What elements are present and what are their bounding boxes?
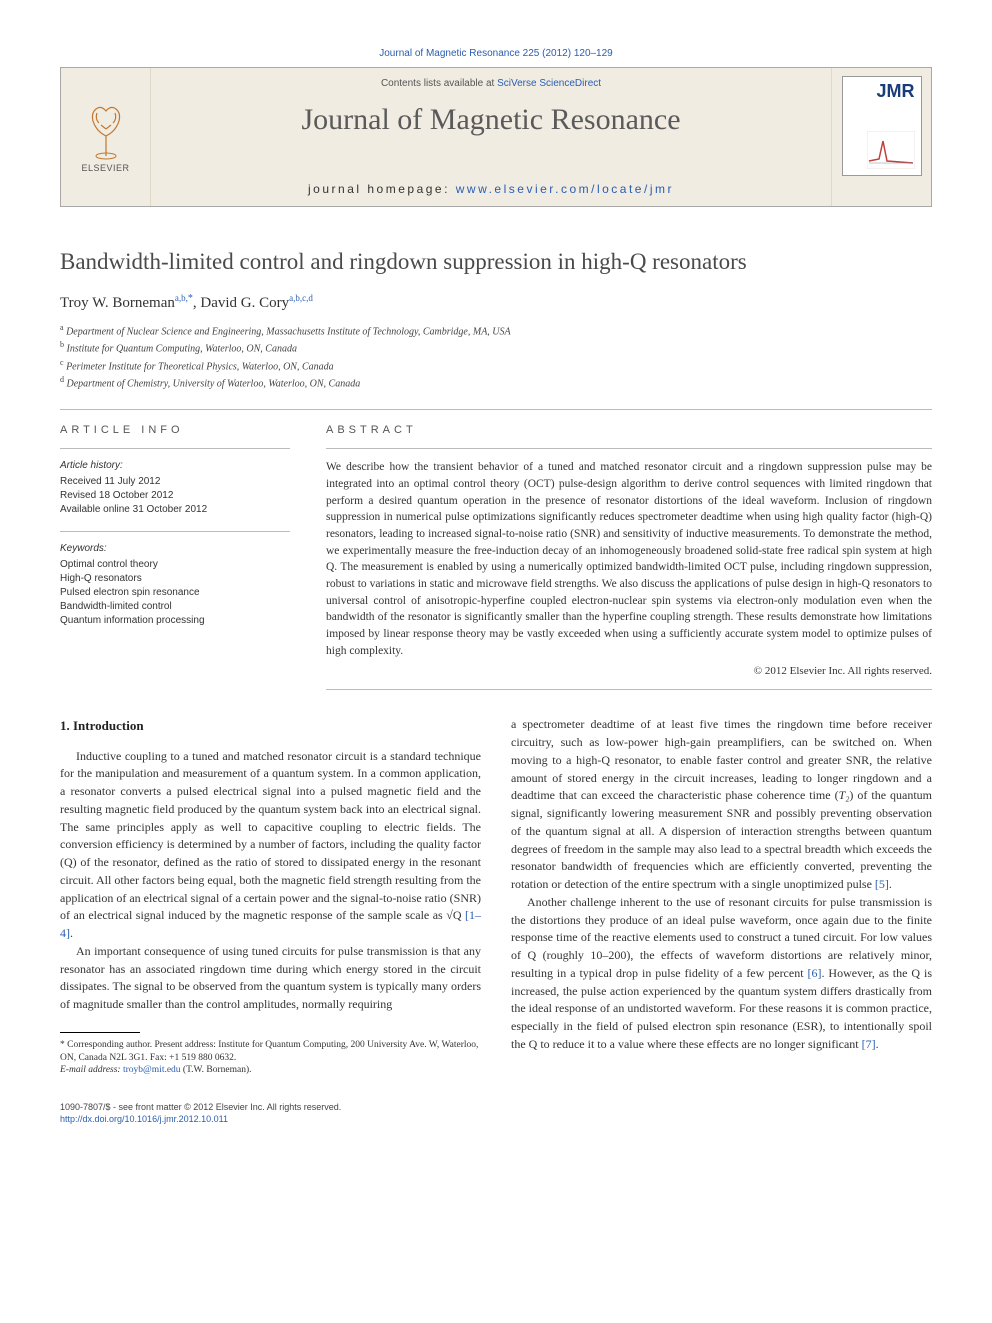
citation-line: Journal of Magnetic Resonance 225 (2012)… (60, 48, 932, 59)
cover-jmr-logo: JMR (876, 81, 914, 102)
article-title: Bandwidth-limited control and ringdown s… (60, 249, 932, 275)
T2-symbol: T₂ (839, 788, 850, 802)
homepage-link[interactable]: www.elsevier.com/locate/jmr (456, 182, 674, 196)
cover-box: JMR (842, 76, 922, 176)
affiliation-b: Institute for Quantum Computing, Waterlo… (67, 344, 297, 355)
author-1-aff: a,b, (175, 293, 188, 303)
cite-5[interactable]: [5] (875, 877, 889, 891)
elsevier-tree-icon (81, 101, 131, 161)
col-left: 1. Introduction Inductive coupling to a … (60, 716, 481, 1077)
keyword-3: Bandwidth-limited control (60, 600, 290, 614)
cover-thumbnail: JMR (831, 68, 931, 206)
affiliations: a Department of Nuclear Science and Engi… (60, 322, 932, 391)
doi-link[interactable]: http://dx.doi.org/10.1016/j.jmr.2012.10.… (60, 1113, 932, 1125)
email-label: E-mail address: (60, 1065, 123, 1075)
corresp-footnote: * Corresponding author. Present address:… (60, 1039, 481, 1065)
para-3: a spectrometer deadtime of at least five… (511, 716, 932, 894)
keyword-1: High-Q resonators (60, 572, 290, 586)
p1b: . (70, 926, 73, 940)
contents-available: Contents lists available at SciVerse Sci… (381, 78, 601, 89)
article-info: ARTICLE INFO Article history: Received 1… (60, 424, 290, 690)
cite-7[interactable]: [7] (862, 1037, 876, 1051)
email-link[interactable]: troyb@mit.edu (123, 1065, 181, 1075)
affiliation-d: Department of Chemistry, University of W… (67, 378, 361, 389)
received-date: Received 11 July 2012 (60, 475, 290, 489)
p3c: . (889, 877, 892, 891)
para-4: Another challenge inherent to the use of… (511, 894, 932, 1054)
journal-name: Journal of Magnetic Resonance (301, 103, 680, 137)
abstract-divider-bottom (326, 689, 932, 690)
revised-date: Revised 18 October 2012 (60, 489, 290, 503)
affiliation-a: Department of Nuclear Science and Engine… (66, 326, 511, 337)
author-1: Troy W. Borneman (60, 295, 175, 311)
cover-graph-icon (867, 131, 915, 169)
cite-6[interactable]: [6] (808, 966, 822, 980)
page-footer: 1090-7807/$ - see front matter © 2012 El… (60, 1101, 932, 1125)
front-matter-line: 1090-7807/$ - see front matter © 2012 El… (60, 1101, 932, 1113)
abstract-block: ABSTRACT We describe how the transient b… (326, 424, 932, 690)
email-paren: (T.W. Borneman). (181, 1065, 252, 1075)
history-label: Article history: (60, 459, 290, 473)
para-1: Inductive coupling to a tuned and matche… (60, 748, 481, 943)
elsevier-logo: ELSEVIER (61, 68, 151, 206)
author-2-aff: a,b,c,d (289, 293, 313, 303)
col-right: a spectrometer deadtime of at least five… (511, 716, 932, 1077)
abstract-copyright: © 2012 Elsevier Inc. All rights reserved… (326, 665, 932, 677)
online-date: Available online 31 October 2012 (60, 503, 290, 517)
email-footnote: E-mail address: troyb@mit.edu (T.W. Born… (60, 1064, 481, 1077)
homepage-prefix: journal homepage: (308, 182, 456, 196)
homepage-line: journal homepage: www.elsevier.com/locat… (308, 182, 674, 196)
keyword-4: Quantum information processing (60, 614, 290, 628)
article-info-heading: ARTICLE INFO (60, 424, 290, 436)
section-1-heading: 1. Introduction (60, 716, 481, 735)
header-center: Contents lists available at SciVerse Sci… (151, 68, 831, 206)
sciencedirect-link[interactable]: SciVerse ScienceDirect (497, 78, 601, 89)
p4c: . (876, 1037, 879, 1051)
p3b: ) of the quantum signal, significantly l… (511, 788, 932, 891)
para-2: An important consequence of using tuned … (60, 943, 481, 1014)
author-2: David G. Cory (200, 295, 289, 311)
keywords-label: Keywords: (60, 542, 290, 556)
meta-row: ARTICLE INFO Article history: Received 1… (60, 424, 932, 690)
elsevier-label: ELSEVIER (81, 163, 129, 173)
footnote-divider (60, 1032, 140, 1033)
authors: Troy W. Bornemana,b,*, David G. Corya,b,… (60, 293, 932, 312)
contents-prefix: Contents lists available at (381, 78, 497, 89)
journal-header: ELSEVIER Contents lists available at Sci… (60, 67, 932, 207)
abstract-heading: ABSTRACT (326, 424, 932, 436)
divider-top (60, 409, 932, 410)
affiliation-c: Perimeter Institute for Theoretical Phys… (66, 361, 334, 372)
keyword-2: Pulsed electron spin resonance (60, 586, 290, 600)
p1a: Inductive coupling to a tuned and matche… (60, 749, 481, 923)
keyword-0: Optimal control theory (60, 558, 290, 572)
body-columns: 1. Introduction Inductive coupling to a … (60, 716, 932, 1077)
abstract-text: We describe how the transient behavior o… (326, 459, 932, 659)
